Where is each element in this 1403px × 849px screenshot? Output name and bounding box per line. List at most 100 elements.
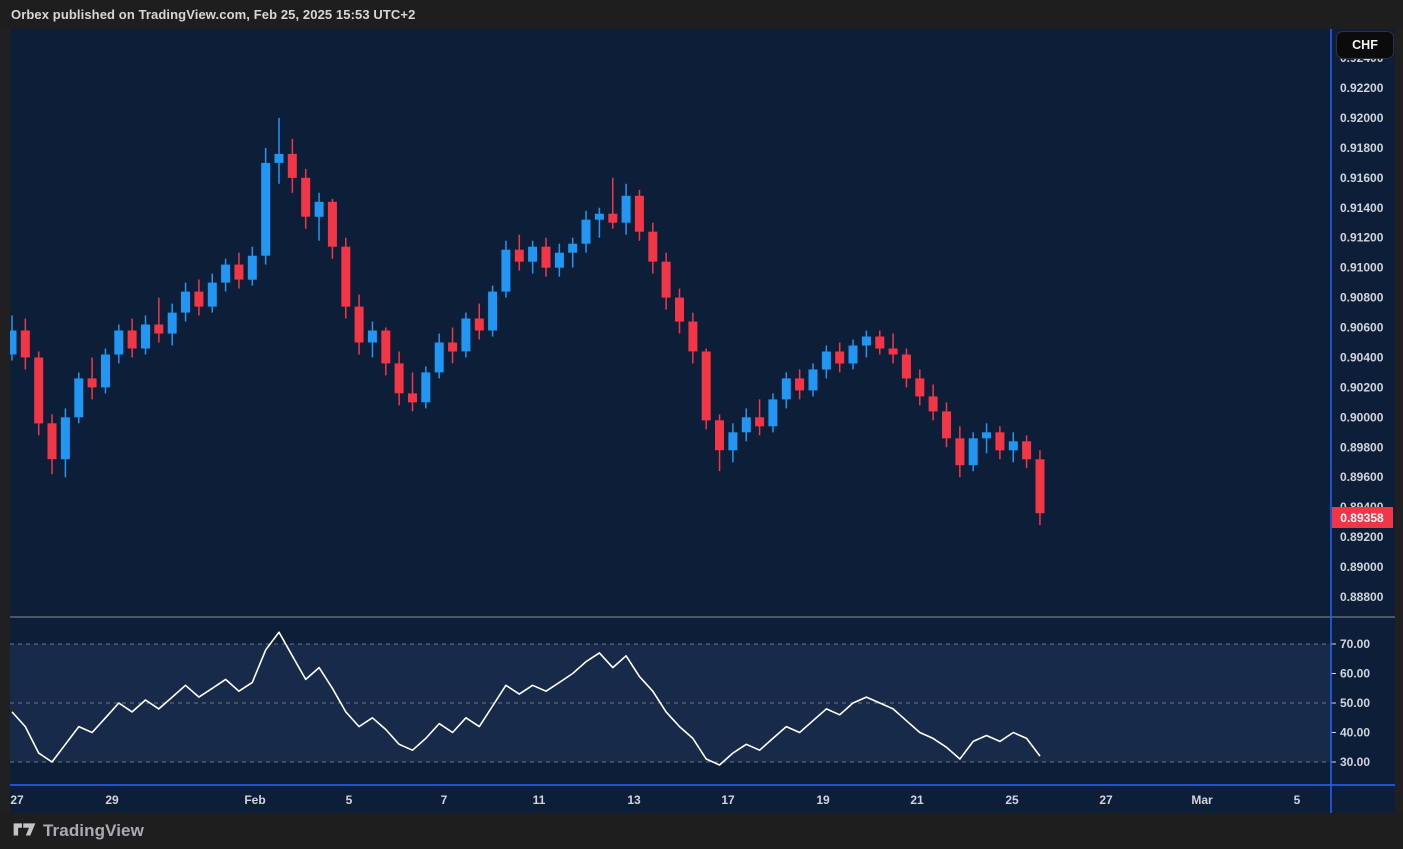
- candle-body: [234, 264, 244, 280]
- svg-text:0.91200: 0.91200: [1340, 231, 1384, 245]
- svg-text:13: 13: [627, 793, 641, 807]
- candle-body: [728, 432, 738, 451]
- svg-text:0.89358: 0.89358: [1340, 511, 1384, 525]
- candle-body: [367, 330, 377, 343]
- svg-text:0.88800: 0.88800: [1340, 590, 1384, 604]
- svg-text:Feb: Feb: [244, 793, 265, 807]
- tradingview-logo-icon[interactable]: [13, 822, 36, 840]
- candle-body: [661, 261, 671, 298]
- candle-body: [781, 378, 791, 400]
- svg-text:21: 21: [910, 793, 924, 807]
- candle-body: [581, 219, 591, 244]
- candle-body: [554, 252, 564, 268]
- svg-text:0.91400: 0.91400: [1340, 201, 1384, 215]
- candle-body: [768, 399, 778, 427]
- svg-text:27: 27: [1099, 793, 1113, 807]
- candle-body: [608, 213, 618, 223]
- candle-body: [287, 153, 297, 178]
- candle-body: [528, 246, 538, 262]
- candle-body: [167, 312, 177, 334]
- candle-body: [488, 291, 498, 331]
- svg-text:70.00: 70.00: [1340, 637, 1370, 651]
- candle-body: [715, 420, 724, 451]
- price-pane[interactable]: [10, 117, 1045, 526]
- svg-text:19: 19: [816, 793, 830, 807]
- candle-body: [461, 318, 471, 352]
- candle-body: [127, 330, 137, 349]
- candle-body: [434, 342, 444, 373]
- svg-text:0.92000: 0.92000: [1340, 111, 1384, 125]
- candle-body: [114, 330, 124, 355]
- svg-text:0.89000: 0.89000: [1340, 560, 1384, 574]
- svg-text:0.91000: 0.91000: [1340, 261, 1384, 275]
- candle-body: [247, 255, 257, 280]
- candle-body: [74, 378, 84, 418]
- rsi-band: [10, 644, 1331, 762]
- candle-body: [541, 246, 551, 268]
- svg-text:0.89200: 0.89200: [1340, 530, 1384, 544]
- svg-text:0.91600: 0.91600: [1340, 171, 1384, 185]
- candle-body: [942, 411, 951, 439]
- price-axis[interactable]: 0.924000.922000.920000.918000.916000.914…: [1331, 51, 1384, 769]
- tradingview-brand-text[interactable]: TradingView: [43, 821, 144, 840]
- candle-body: [514, 249, 524, 262]
- candle-body: [634, 195, 644, 232]
- candle-body: [274, 153, 284, 163]
- symbol-badge-label: CHF: [1352, 38, 1378, 52]
- svg-text:25: 25: [1005, 793, 1019, 807]
- candle-body: [928, 396, 938, 412]
- svg-text:0.89600: 0.89600: [1340, 470, 1384, 484]
- symbol-badge: CHF: [1336, 31, 1394, 59]
- candlestick-rsi-chart[interactable]: 0.924000.922000.920000.918000.916000.914…: [10, 29, 1395, 813]
- candle-body: [888, 348, 898, 355]
- rsi-pane[interactable]: [10, 631, 1331, 766]
- candle-body: [60, 417, 70, 460]
- svg-text:5: 5: [1294, 793, 1301, 807]
- candle-body: [688, 321, 698, 352]
- chart-area[interactable]: 0.924000.922000.920000.918000.916000.914…: [10, 29, 1395, 813]
- candle-body: [568, 243, 578, 253]
- candle-body: [675, 297, 684, 322]
- candle-body: [34, 357, 44, 424]
- candle-body: [648, 231, 658, 262]
- candle-body: [995, 432, 1005, 451]
- candle-body: [314, 201, 324, 217]
- svg-text:0.90400: 0.90400: [1340, 350, 1384, 364]
- candle-body: [154, 324, 164, 334]
- publish-info-bar: Orbex published on TradingView.com, Feb …: [0, 0, 1403, 29]
- candle-body: [341, 246, 351, 307]
- candle-body: [1008, 441, 1018, 451]
- candle-body: [1022, 441, 1032, 460]
- candle-body: [621, 195, 631, 223]
- candle-body: [968, 438, 978, 466]
- candle-body: [821, 351, 831, 370]
- candle-body: [875, 336, 885, 349]
- svg-text:0.90000: 0.90000: [1340, 410, 1384, 424]
- candle-body: [408, 393, 417, 403]
- svg-text:60.00: 60.00: [1340, 667, 1370, 681]
- svg-text:0.89800: 0.89800: [1340, 440, 1384, 454]
- publish-info-text: Orbex published on TradingView.com, Feb …: [11, 7, 416, 22]
- candle-body: [1035, 459, 1045, 514]
- candle-body: [301, 177, 311, 217]
- svg-text:0.90800: 0.90800: [1340, 291, 1384, 305]
- candle-body: [848, 345, 858, 364]
- candle-body: [861, 336, 871, 346]
- candle-body: [381, 330, 391, 364]
- candle-body: [808, 369, 818, 391]
- candle-body: [20, 330, 30, 358]
- candle-body: [915, 378, 925, 397]
- candle-body: [194, 291, 204, 307]
- footer-bar: TradingView: [0, 813, 1403, 849]
- candle-body: [901, 354, 911, 379]
- candle-body: [501, 249, 511, 292]
- time-axis[interactable]: 27 29 Feb 5 7 11 13 17 19 21 25 27 Mar 5: [10, 793, 1300, 807]
- svg-text:27: 27: [10, 793, 24, 807]
- svg-text:30.00: 30.00: [1340, 755, 1370, 769]
- candle-body: [421, 372, 431, 403]
- candle-body: [207, 282, 217, 307]
- candle-body: [10, 330, 17, 355]
- svg-text:0.91800: 0.91800: [1340, 141, 1384, 155]
- svg-text:Mar: Mar: [1191, 793, 1213, 807]
- svg-text:0.92200: 0.92200: [1340, 81, 1384, 95]
